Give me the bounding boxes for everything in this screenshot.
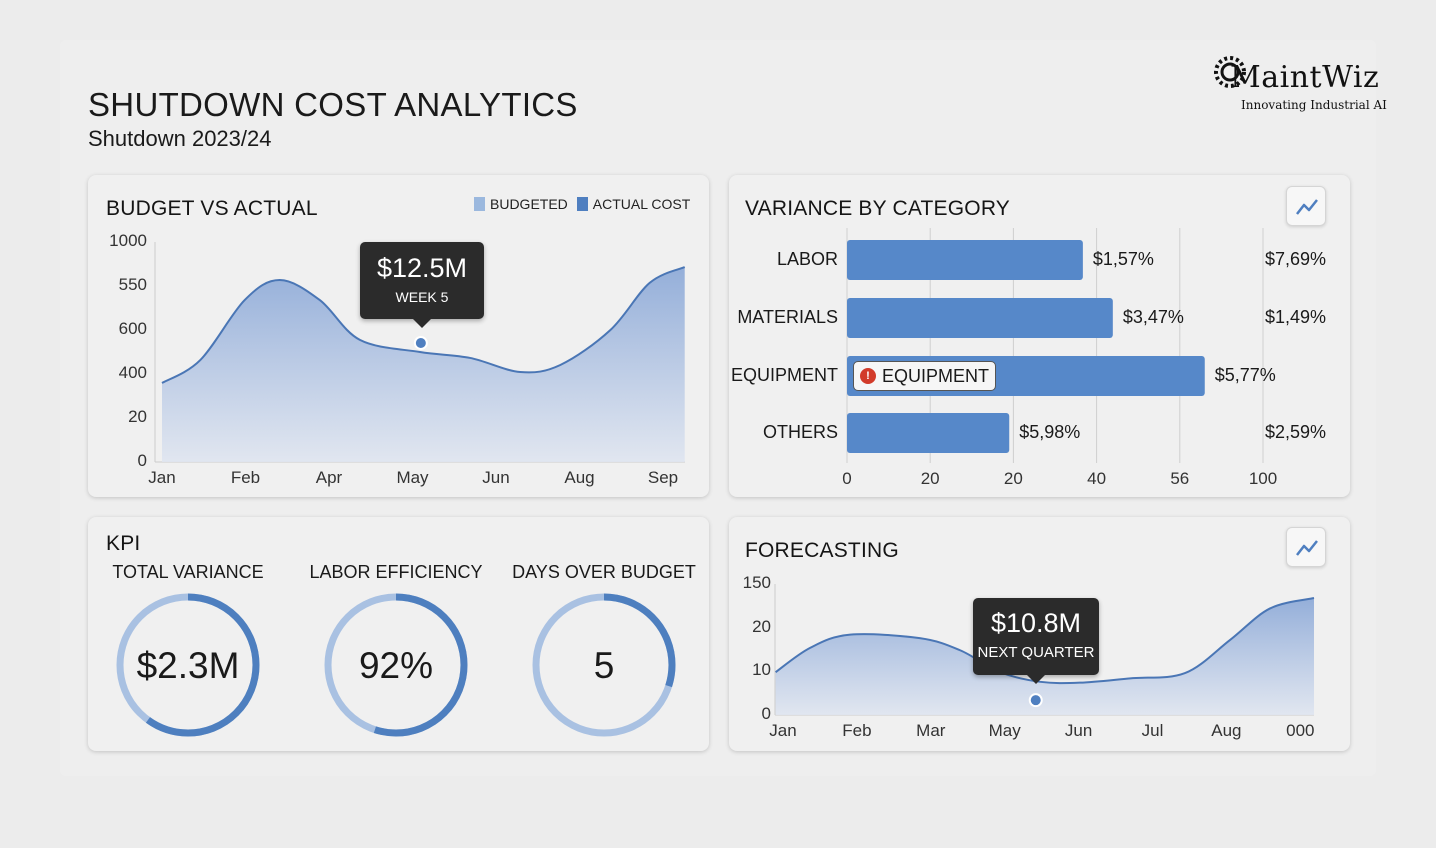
legend-label-budgeted: BUDGETED: [490, 196, 568, 212]
series-area: [162, 267, 685, 462]
y-tick-label: 600: [118, 319, 147, 338]
x-tick-label: Jun: [482, 468, 510, 487]
equipment-badge[interactable]: ! EQUIPMENT: [853, 361, 997, 391]
y-tick-label: 400: [118, 363, 147, 382]
x-tick-label: Feb: [842, 721, 872, 740]
x-tick-label: Aug: [1211, 721, 1242, 740]
legend-label-actual: ACTUAL COST: [592, 196, 691, 212]
x-tick-label: 20: [1003, 469, 1023, 488]
x-tick-label: 000: [1286, 721, 1315, 740]
tooltip-label: NEXT QUARTER: [977, 644, 1095, 661]
series-line: [161, 266, 686, 384]
tooltip-label: WEEK 5: [395, 289, 449, 305]
kpi-label: TOTAL VARIANCE: [112, 562, 264, 582]
x-tick-label: Mar: [916, 721, 946, 740]
gauge-fill: [116, 593, 260, 737]
highlight-point: [1028, 693, 1043, 708]
kpi-gauge: [116, 593, 260, 737]
budget-vs-actual-title: BUDGET VS ACTUAL: [106, 197, 318, 220]
series-area: [775, 597, 1314, 715]
x-tick-label: 100: [1248, 469, 1278, 488]
logo-tagline: Innovating Industrial AI: [1241, 98, 1387, 112]
right-label: $2,59%: [1264, 422, 1326, 442]
x-tick-label: Aug: [564, 468, 595, 487]
x-tick-label: 0: [842, 469, 852, 488]
logo-name: MaintWiz: [1230, 60, 1380, 95]
x-tick-label: Jan: [769, 721, 797, 740]
bar: [847, 413, 1010, 453]
badge-label: EQUIPMENT: [882, 365, 990, 386]
x-tick-label: May: [988, 721, 1021, 740]
logo: MaintWiz Innovating Industrial AI: [1212, 52, 1392, 118]
trend-button[interactable]: [1286, 186, 1326, 226]
y-tick-label: 20: [752, 616, 771, 636]
data-label: $5,98%: [1019, 422, 1081, 442]
x-tick-label: Jun: [1064, 721, 1093, 740]
x-tick-label: Jul: [1141, 721, 1164, 740]
alert-icon: !: [860, 368, 876, 384]
bar: [847, 298, 1113, 338]
bar: [847, 240, 1083, 280]
trend-button[interactable]: [1286, 527, 1326, 567]
x-tick-label: Feb: [230, 468, 261, 487]
kpi-value: 92%: [358, 645, 434, 686]
gauge-fill: [324, 593, 468, 737]
category-label: EQUIPMENT: [730, 365, 838, 385]
tooltip-value: $10.8M: [990, 608, 1082, 638]
kpi-title: KPI: [106, 532, 141, 555]
kpi-value: 5: [593, 645, 615, 686]
x-tick-label: 56: [1170, 469, 1190, 488]
chart-legend: BUDGETED ACTUAL COST: [474, 196, 690, 212]
legend-swatch-budgeted: [474, 197, 485, 211]
legend-swatch-actual: [576, 197, 588, 211]
budget-tooltip: $12.5M WEEK 5: [360, 242, 484, 328]
kpi-label: DAYS OVER BUDGET: [512, 562, 696, 582]
gauge-fill: [532, 593, 676, 737]
page-subtitle: Shutdown 2023/24: [88, 126, 272, 151]
kpi-label: LABOR EFFICIENCY: [309, 562, 483, 582]
kpi-gauge: [324, 593, 468, 737]
page-title: SHUTDOWN COST ANALYTICS: [88, 86, 578, 123]
x-tick-label: 20: [920, 469, 940, 488]
y-tick-label: 0: [761, 704, 771, 723]
forecasting-title: FORECASTING: [745, 539, 899, 562]
y-tick-label: 0: [137, 451, 147, 470]
x-tick-label: 40: [1087, 469, 1107, 488]
y-tick-label: 10: [752, 660, 771, 680]
x-tick-label: Apr: [315, 468, 343, 487]
category-label: LABOR: [776, 249, 838, 269]
y-tick-label: 1000: [109, 231, 147, 250]
highlight-point: [413, 335, 428, 350]
y-tick-label: 20: [128, 407, 147, 426]
y-tick-label: 550: [118, 275, 147, 294]
forecast-tooltip: $10.8M NEXT QUARTER: [973, 598, 1099, 684]
kpi-gauge: [532, 593, 676, 737]
x-tick-label: May: [396, 468, 429, 487]
kpi-card: [88, 517, 709, 751]
data-label: $3,47%: [1122, 307, 1184, 327]
right-label: $1,49%: [1264, 307, 1326, 327]
category-label: MATERIALS: [737, 307, 838, 327]
y-tick-label: 150: [742, 573, 771, 592]
category-label: OTHERS: [762, 422, 838, 442]
kpi-value: $2.3M: [136, 645, 240, 686]
gear-icon: [1214, 56, 1246, 88]
tooltip-value: $12.5M: [376, 253, 468, 283]
data-label: $5,77%: [1214, 365, 1276, 385]
trend-line-icon: [1296, 199, 1318, 215]
trend-line-icon: [1296, 540, 1318, 556]
right-label: $7,69%: [1264, 249, 1326, 269]
variance-title: VARIANCE BY CATEGORY: [745, 197, 1011, 220]
x-tick-label: Jan: [148, 468, 176, 487]
x-tick-label: Sep: [647, 468, 679, 487]
data-label: $1,57%: [1092, 249, 1154, 269]
